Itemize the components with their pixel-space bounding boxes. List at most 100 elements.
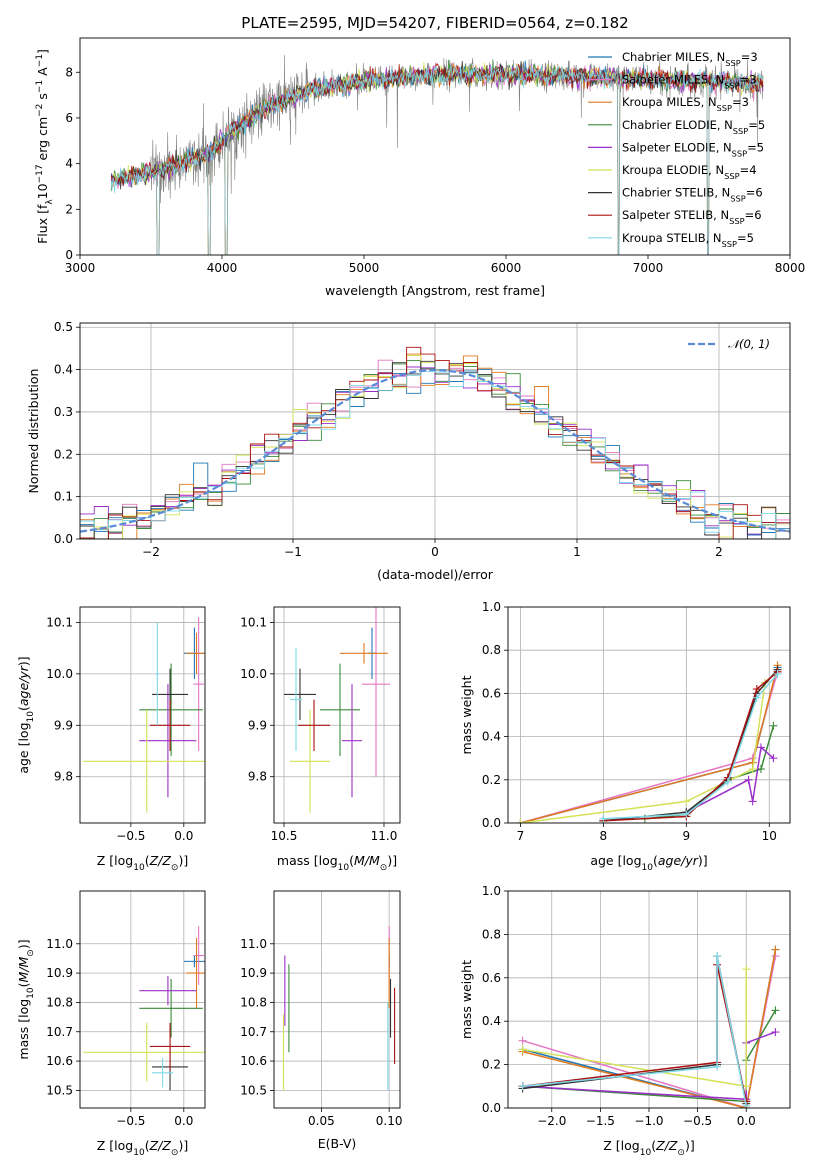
- label-part: =3: [741, 50, 758, 64]
- y-tick-label: 9.8: [248, 770, 267, 784]
- x-tick-label: −0.5: [116, 829, 145, 843]
- y-tick-label: 0.1: [54, 490, 73, 504]
- x-tick-label: 0.0: [737, 1114, 756, 1128]
- weight-line-2: [522, 949, 777, 1108]
- label-part: Flux [f: [35, 204, 50, 244]
- label-part: SSP: [722, 239, 737, 249]
- y-tick-label: 10.8: [240, 995, 267, 1009]
- panel-mass_vs_ebv: 0.05 0.10 10.5 10.6 10.7 10.8 10.9 11.0 E(B-V): [240, 890, 403, 1151]
- y-tick-label: 10.6: [240, 1054, 267, 1068]
- label-part: 10: [640, 1148, 652, 1158]
- label-part: =6: [745, 208, 762, 222]
- y-tick-label: 4: [65, 157, 73, 171]
- label-part: 10: [35, 183, 50, 199]
- label-part: A: [35, 67, 50, 80]
- x-tick-label: 0.05: [308, 1114, 335, 1128]
- y-tick-label: 6: [65, 111, 73, 125]
- x-tick-label: 0.0: [174, 1114, 193, 1128]
- axes-frame: [79, 37, 791, 256]
- y-tick-label: 0.4: [54, 363, 73, 377]
- x-axis-label: age [log10(age/yr)]: [590, 853, 707, 873]
- label-part: )]: [16, 656, 31, 666]
- panel-spectrum: 3000 4000 5000 6000 7000 8000 0 2 4 6 8 wavelength …: [35, 37, 806, 298]
- plot-area: [80, 891, 205, 1108]
- x-axis-label: Z [log10(Z/Z⊙)]: [603, 1138, 694, 1158]
- label-part: age [log: [590, 853, 641, 868]
- y-tick-label: 0.6: [482, 971, 501, 985]
- label-part: =6: [746, 186, 763, 200]
- legend-label: Salpeter STELIB, NSSP=6: [622, 208, 762, 226]
- label-part: age/yr: [658, 853, 699, 868]
- label-part: Chabrier STELIB, N: [622, 186, 730, 200]
- x-tick-label: 1: [573, 545, 581, 559]
- weight-line-1: [522, 955, 777, 1108]
- label-part: ⊙: [677, 1148, 685, 1158]
- x-axis-label: E(B-V): [318, 1136, 357, 1151]
- label-part: 10: [26, 711, 36, 723]
- ticks: 3000 4000 5000 6000 7000 8000 0 2 4 6 8: [65, 65, 806, 275]
- label-part: =5: [747, 140, 764, 154]
- axes-frame: [79, 606, 206, 824]
- label-part: )]: [698, 853, 708, 868]
- x-tick-label: −0.5: [116, 1114, 145, 1128]
- axes-frame: [79, 890, 206, 1109]
- label-part: )]: [387, 853, 397, 868]
- plot-area: [110, 54, 764, 255]
- y-tick-label: 0.2: [482, 1058, 501, 1072]
- y-tick-label: 0.0: [54, 532, 73, 546]
- label-part: ]: [35, 49, 50, 54]
- label-part: SSP: [732, 148, 747, 158]
- panel-age_vs_mass: 10.5 11.0 9.8 9.9 10.0 10.1 mass [log10(M/M⊙)]: [240, 606, 401, 873]
- label-part: =3: [732, 95, 749, 109]
- label-part: Z/Z: [149, 853, 172, 868]
- label-part: (: [16, 982, 31, 987]
- legend: 𝒩(0, 1): [688, 337, 770, 351]
- label-part: =5: [748, 118, 765, 132]
- normal-curve: [80, 368, 790, 533]
- y-tick-label: 10.6: [46, 1054, 73, 1068]
- y-tick-label: 10.8: [46, 995, 73, 1009]
- label-part: ⊙: [26, 949, 36, 957]
- x-axis-label: wavelength [Angstrom, rest frame]: [325, 283, 545, 298]
- legend-label: Kroupa ELODIE, NSSP=4: [622, 163, 757, 181]
- y-tick-label: 0.2: [482, 773, 501, 787]
- y-tick-label: 0: [65, 248, 73, 262]
- x-tick-label: 6000: [491, 261, 522, 275]
- y-axis-label: mass [log10(M/M⊙)]: [16, 939, 36, 1059]
- label-part: mass [log: [277, 853, 338, 868]
- panel-residuals: −2 −1 0 1 2 0.0 0.1 0.2 0.3 0.4 0.5 (data-model)/er…: [26, 320, 791, 582]
- label-part: (: [16, 706, 31, 711]
- weight-line-5: [520, 682, 766, 823]
- label-part: Kroupa ELODIE, N: [622, 163, 724, 177]
- label-part: )]: [178, 1138, 188, 1153]
- ticks: 7 8 9 10 0.0 0.2 0.4 0.6 0.8 1.0: [482, 600, 777, 843]
- x-tick-label: 0.10: [376, 1114, 403, 1128]
- y-tick-label: 0.2: [54, 447, 73, 461]
- label-part: M/M: [16, 956, 31, 982]
- label-part: (: [145, 1138, 150, 1153]
- x-tick-label: 3000: [65, 261, 96, 275]
- label-part: M/M: [354, 853, 380, 868]
- label-part: Kroupa MILES, N: [622, 95, 717, 109]
- x-tick-label: 7000: [633, 261, 664, 275]
- y-axis-label: Flux [fλ10−17 erg cm−2 s−1 A−1]: [35, 49, 55, 244]
- y-tick-label: 0.5: [54, 320, 73, 334]
- label-part: (: [145, 853, 150, 868]
- legend-label: Chabrier ELODIE, NSSP=5: [622, 118, 765, 136]
- label-part: erg cm: [35, 117, 50, 165]
- label-part: 10: [642, 863, 654, 873]
- label-part: SSP: [730, 194, 745, 204]
- legend-label: Kroupa STELIB, NSSP=5: [622, 231, 754, 249]
- x-tick-label: −2.0: [537, 1114, 566, 1128]
- x-tick-label: 0: [431, 545, 439, 559]
- label-part: age [log: [16, 722, 31, 773]
- y-tick-label: 10.1: [46, 615, 73, 629]
- x-tick-label: 10: [762, 829, 777, 843]
- label-part: SSP: [729, 216, 744, 226]
- plot-area: [80, 607, 205, 823]
- label-part: s: [35, 93, 50, 104]
- y-tick-label: 9.9: [54, 718, 73, 732]
- ticks: −0.5 0.0 10.5 10.6 10.7 10.8 10.9 11.0: [46, 937, 193, 1128]
- panel-mass_vs_Z: −0.5 0.010.510.610.710.810.911.0Z [log10(…: [16, 890, 206, 1158]
